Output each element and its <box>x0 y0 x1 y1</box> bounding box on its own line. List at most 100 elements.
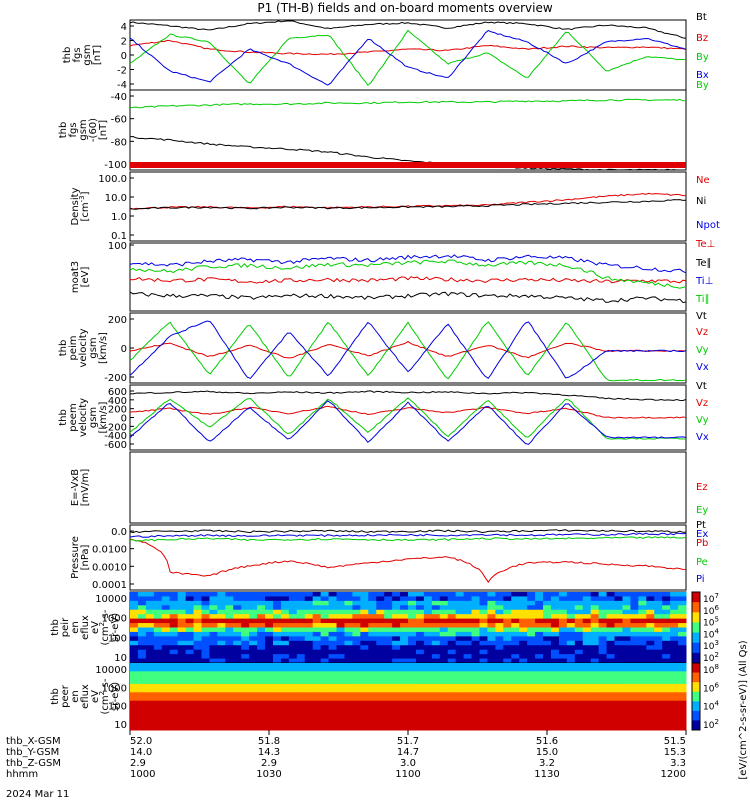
heatmap-cell <box>566 679 576 685</box>
heatmap-cell <box>662 675 671 681</box>
heatmap-cell <box>352 605 361 611</box>
heatmap-cell <box>130 618 139 624</box>
heatmap-cell <box>312 600 322 606</box>
heatmap-cell <box>606 609 616 615</box>
heatmap-cell <box>447 692 457 697</box>
heatmap-cell <box>249 640 258 646</box>
heatmap-cell <box>145 683 155 689</box>
heatmap-cell <box>241 683 250 689</box>
heatmap-cell <box>352 636 361 642</box>
heatmap-cell <box>272 696 282 702</box>
heatmap-cell <box>344 683 353 689</box>
heatmap-cell <box>257 717 266 723</box>
heatmap-cell <box>455 623 465 628</box>
heatmap-cell <box>392 696 401 702</box>
heatmap-cell <box>558 713 568 718</box>
heatmap-cell <box>352 692 361 697</box>
heatmap-cell <box>423 618 433 624</box>
heatmap-cell <box>408 592 417 597</box>
heatmap-cell <box>408 692 417 697</box>
heatmap-cell <box>272 667 282 672</box>
heatmap-cell <box>384 721 393 727</box>
heatmap-cell <box>280 640 290 646</box>
heatmap-cell <box>638 645 647 651</box>
heatmap-cell <box>280 658 290 664</box>
y-tick-label: 100 <box>108 241 127 252</box>
heatmap-cell <box>384 667 393 672</box>
heatmap-cell <box>439 654 449 660</box>
heatmap-cell <box>519 658 528 664</box>
heatmap-cell <box>463 596 473 602</box>
heatmap-cell <box>638 618 647 624</box>
heatmap-cell <box>392 658 401 664</box>
heatmap-cell <box>392 713 401 718</box>
heatmap-cell <box>145 671 155 677</box>
heatmap-cell <box>519 631 528 637</box>
colorbar-tick-label: 106 <box>703 681 719 694</box>
heatmap-cell <box>638 623 647 628</box>
heatmap-cell <box>288 658 298 664</box>
heatmap-cell <box>225 696 234 702</box>
heatmap-cell <box>177 609 187 615</box>
heatmap-cell <box>201 717 210 723</box>
heatmap-cell <box>670 623 679 628</box>
y-axis-label: E=-VxB <box>70 469 81 506</box>
heatmap-cell <box>376 605 385 611</box>
heatmap-cell <box>304 649 314 655</box>
heatmap-cell <box>400 618 409 624</box>
heatmap-cell <box>137 683 147 689</box>
heatmap-cell <box>503 683 512 689</box>
heatmap-cell <box>408 649 417 655</box>
heatmap-cell <box>312 667 322 672</box>
colorbar-frame <box>691 662 701 731</box>
heatmap-cell <box>408 713 417 718</box>
heatmap-cell <box>249 600 258 606</box>
heatmap-cell <box>272 700 282 706</box>
y-tick-label: 100.0 <box>98 174 127 185</box>
heatmap-cell <box>574 692 584 697</box>
heatmap-cell <box>209 609 218 615</box>
heatmap-cell <box>153 700 163 706</box>
heatmap-cell <box>439 688 449 693</box>
heatmap-cell <box>280 709 290 714</box>
heatmap-cell <box>304 636 314 642</box>
heatmap-cell <box>352 725 361 731</box>
heatmap-cell <box>137 627 147 633</box>
heatmap-cell <box>280 713 290 718</box>
heatmap-cell <box>535 671 544 677</box>
heatmap-cell <box>479 605 488 611</box>
heatmap-cell <box>384 623 393 628</box>
heatmap-cell <box>169 721 179 727</box>
heatmap-cell <box>527 663 536 668</box>
heatmap-cell <box>320 649 330 655</box>
heatmap-cell <box>543 636 552 642</box>
heatmap-cell <box>217 713 226 718</box>
heatmap-cell <box>495 605 504 611</box>
y-axis-label: sr-eV) <box>110 682 121 711</box>
heatmap-cell <box>550 717 560 723</box>
heatmap-cell <box>209 704 218 710</box>
heatmap-cell <box>352 649 361 655</box>
heatmap-cell <box>368 645 377 651</box>
heatmap-cell <box>431 640 441 646</box>
heatmap-cell <box>527 600 536 606</box>
heatmap-cell <box>320 700 330 706</box>
heatmap-cell <box>312 614 322 620</box>
heatmap-cell <box>662 704 671 710</box>
heatmap-cell <box>392 600 401 606</box>
heatmap-cell <box>598 618 608 624</box>
heatmap-cell <box>455 614 465 620</box>
heatmap-cell <box>130 692 139 697</box>
heatmap-cell <box>511 649 520 655</box>
series-line-Ni <box>129 199 687 210</box>
heatmap-cell <box>606 614 616 620</box>
heatmap-cell <box>304 609 314 615</box>
heatmap-cell <box>423 614 433 620</box>
heatmap-cell <box>193 713 202 718</box>
heatmap-cell <box>519 713 528 718</box>
heatmap-cell <box>519 663 528 668</box>
heatmap-cell <box>630 679 639 685</box>
heatmap-cell <box>503 636 512 642</box>
heatmap-cell <box>201 640 210 646</box>
heatmap-cell <box>177 717 187 723</box>
